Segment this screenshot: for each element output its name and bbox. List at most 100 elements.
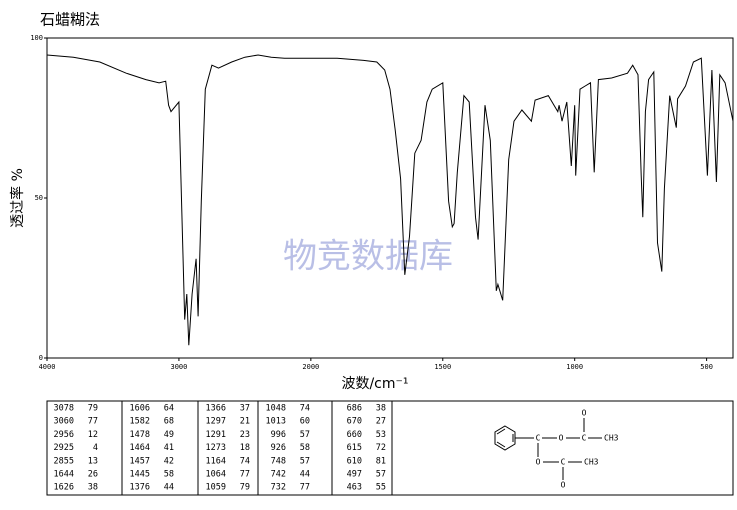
y-tick-label: 50: [35, 194, 43, 202]
peak-intensity: 72: [376, 443, 386, 453]
atom-label: O: [536, 458, 541, 467]
peak-wavenumber: 1366: [206, 404, 226, 414]
peak-wavenumber: 2956: [54, 430, 74, 440]
peak-intensity: 79: [88, 404, 98, 414]
peak-intensity: 41: [164, 443, 174, 453]
plot-frame: [46, 37, 734, 359]
y-axis-label: 透过率 %: [9, 168, 26, 228]
structure: [494, 418, 602, 480]
atom-label: O: [561, 481, 566, 490]
peak-wavenumber: 926: [271, 443, 286, 453]
peak-wavenumber: 2925: [54, 443, 74, 453]
peak-intensity: 37: [240, 404, 250, 414]
peak-wavenumber: 1644: [54, 470, 74, 480]
peak-wavenumber: 463: [347, 483, 362, 493]
peak-intensity: 23: [240, 430, 250, 440]
peak-intensity: 44: [164, 483, 174, 493]
peak-intensity: 57: [300, 430, 310, 440]
peak-intensity: 79: [240, 483, 250, 493]
peak-intensity: 27: [376, 417, 386, 427]
peak-intensity: 77: [88, 417, 98, 427]
peak-wavenumber: 670: [347, 417, 362, 427]
x-axis-label: 波数/cm⁻¹: [341, 376, 408, 392]
peak-intensity: 60: [300, 417, 310, 427]
peak-wavenumber: 748: [271, 456, 286, 466]
peak-intensity: 13: [88, 456, 98, 466]
peak-intensity: 58: [300, 443, 310, 453]
peak-wavenumber: 1464: [130, 443, 150, 453]
peak-wavenumber: 686: [347, 404, 362, 414]
peak-intensity: 26: [88, 470, 98, 480]
peak-wavenumber: 1013: [266, 417, 286, 427]
peak-wavenumber: 742: [271, 470, 286, 480]
chart-title: 石蜡糊法: [40, 11, 100, 29]
peak-intensity: 77: [300, 483, 310, 493]
atom-label: O: [559, 434, 564, 443]
spectrum-line: [46, 54, 734, 346]
peak-intensity: 57: [300, 456, 310, 466]
peak-intensity: 58: [164, 470, 174, 480]
peak-wavenumber: 660: [347, 430, 362, 440]
x-tick-label: 4000: [39, 363, 56, 371]
peak-intensity: 53: [376, 430, 386, 440]
peak-intensity: 55: [376, 483, 386, 493]
peak-intensity: 74: [240, 456, 250, 466]
peak-intensity: 74: [300, 404, 310, 414]
atom-label: C: [561, 458, 566, 467]
bond: [496, 441, 506, 448]
atom-label: CH3: [604, 434, 619, 443]
peak-wavenumber: 1445: [130, 470, 150, 480]
peak-intensity: 49: [164, 430, 174, 440]
x-tick-label: 2000: [302, 363, 319, 371]
watermark: 物竞数据库: [283, 237, 453, 277]
peak-intensity: 18: [240, 443, 250, 453]
benzene-ring: [494, 425, 516, 451]
y-tick-label: 100: [30, 34, 43, 42]
peak-wavenumber: 1273: [206, 443, 226, 453]
peak-wavenumber: 2855: [54, 456, 74, 466]
peak-intensity: 64: [164, 404, 174, 414]
peak-wavenumber: 732: [271, 483, 286, 493]
peak-wavenumber: 3078: [54, 404, 74, 414]
peak-wavenumber: 1376: [130, 483, 150, 493]
peak-wavenumber: 1478: [130, 430, 150, 440]
peak-wavenumber: 1064: [206, 470, 226, 480]
peak-intensity: 21: [240, 417, 250, 427]
peak-wavenumber: 1457: [130, 456, 150, 466]
atom-label: O: [582, 409, 587, 418]
peak-intensity: 38: [88, 483, 98, 493]
peak-wavenumber: 1048: [266, 404, 286, 414]
peak-wavenumber: 497: [347, 470, 362, 480]
peak-intensity: 12: [88, 430, 98, 440]
peak-intensity: 57: [376, 470, 386, 480]
bond: [496, 428, 506, 435]
peak-wavenumber: 610: [347, 456, 362, 466]
x-tick-label: 1000: [566, 363, 583, 371]
peak-wavenumber: 1059: [206, 483, 226, 493]
peak-wavenumber: 1606: [130, 404, 150, 414]
peak-wavenumber: 996: [271, 430, 286, 440]
y-tick-label: 0: [39, 354, 43, 362]
table-frame: [46, 400, 734, 496]
peak-intensity: 38: [376, 404, 386, 414]
peak-wavenumber: 1626: [54, 483, 74, 493]
x-tick-label: 3000: [170, 363, 187, 371]
atom-label: C: [536, 434, 541, 443]
peak-intensity: 44: [300, 470, 310, 480]
peak-wavenumber: 1291: [206, 430, 226, 440]
peak-intensity: 77: [240, 470, 250, 480]
atom-label: C: [582, 434, 587, 443]
peak-intensity: 81: [376, 456, 386, 466]
peak-wavenumber: 3060: [54, 417, 74, 427]
peak-wavenumber: 615: [347, 443, 362, 453]
peak-intensity: 4: [93, 443, 98, 453]
peak-intensity: 68: [164, 417, 174, 427]
peak-intensity: 42: [164, 456, 174, 466]
peak-wavenumber: 1582: [130, 417, 150, 427]
peak-wavenumber: 1297: [206, 417, 226, 427]
peak-wavenumber: 1164: [206, 456, 226, 466]
x-tick-label: 500: [700, 363, 713, 371]
x-tick-label: 1500: [434, 363, 451, 371]
atom-label: CH3: [584, 458, 599, 467]
